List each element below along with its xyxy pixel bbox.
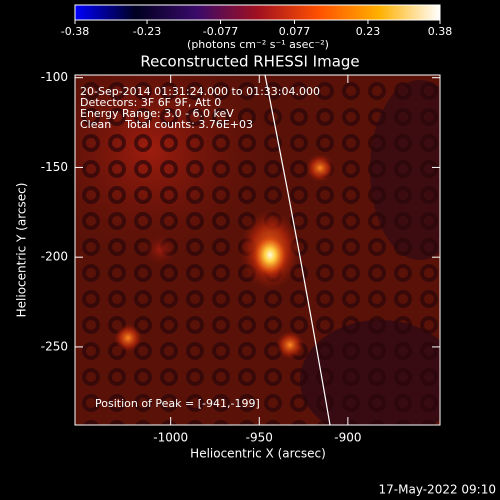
y-tick-label: -250	[41, 339, 68, 353]
x-axis-label: Heliocentric X (arcsec)	[190, 447, 326, 461]
footer: 17-May-2022 09:10	[379, 483, 496, 497]
colorbar-tick-label: -0.077	[203, 25, 238, 38]
colorbar-label: (photons cm⁻² s⁻¹ asec⁻²)	[187, 38, 329, 51]
colorbar-tick-label: -0.23	[133, 25, 161, 38]
y-axis-label: Heliocentric Y (arcsec)	[15, 183, 29, 318]
colorbar-tick-label: 0.38	[428, 25, 453, 38]
heatmap	[75, 75, 440, 425]
annotation: Detectors: 3F 6F 9F, Att 0	[80, 96, 221, 109]
colorbar-tick-label: 0.23	[356, 25, 381, 38]
y-tick-label: -150	[41, 160, 68, 174]
chart-title: Reconstructed RHESSI Image	[140, 53, 359, 71]
plot-frame	[74, 74, 441, 426]
annotation: Energy Range: 3.0 - 6.0 keV	[80, 107, 234, 120]
y-tick-label: -200	[41, 250, 68, 264]
colorbar	[75, 5, 440, 20]
x-tick-label: -900	[334, 431, 361, 445]
annotation: 20-Sep-2014 01:31:24.000 to 01:33:04.000	[80, 85, 320, 98]
peak-label: Position of Peak = [-941,-199]	[95, 397, 260, 410]
colorbar-tick-label: -0.38	[61, 25, 89, 38]
annotation: Clean Total counts: 3.76E+03	[80, 118, 253, 131]
x-tick-label: -950	[246, 431, 273, 445]
colorbar-frame	[74, 4, 441, 21]
y-tick-label: -100	[41, 70, 68, 84]
annotations: 20-Sep-2014 01:31:24.000 to 01:33:04.000…	[80, 85, 320, 131]
colorbar-tick-label: 0.077	[279, 25, 311, 38]
x-tick-label: -1000	[153, 431, 188, 445]
